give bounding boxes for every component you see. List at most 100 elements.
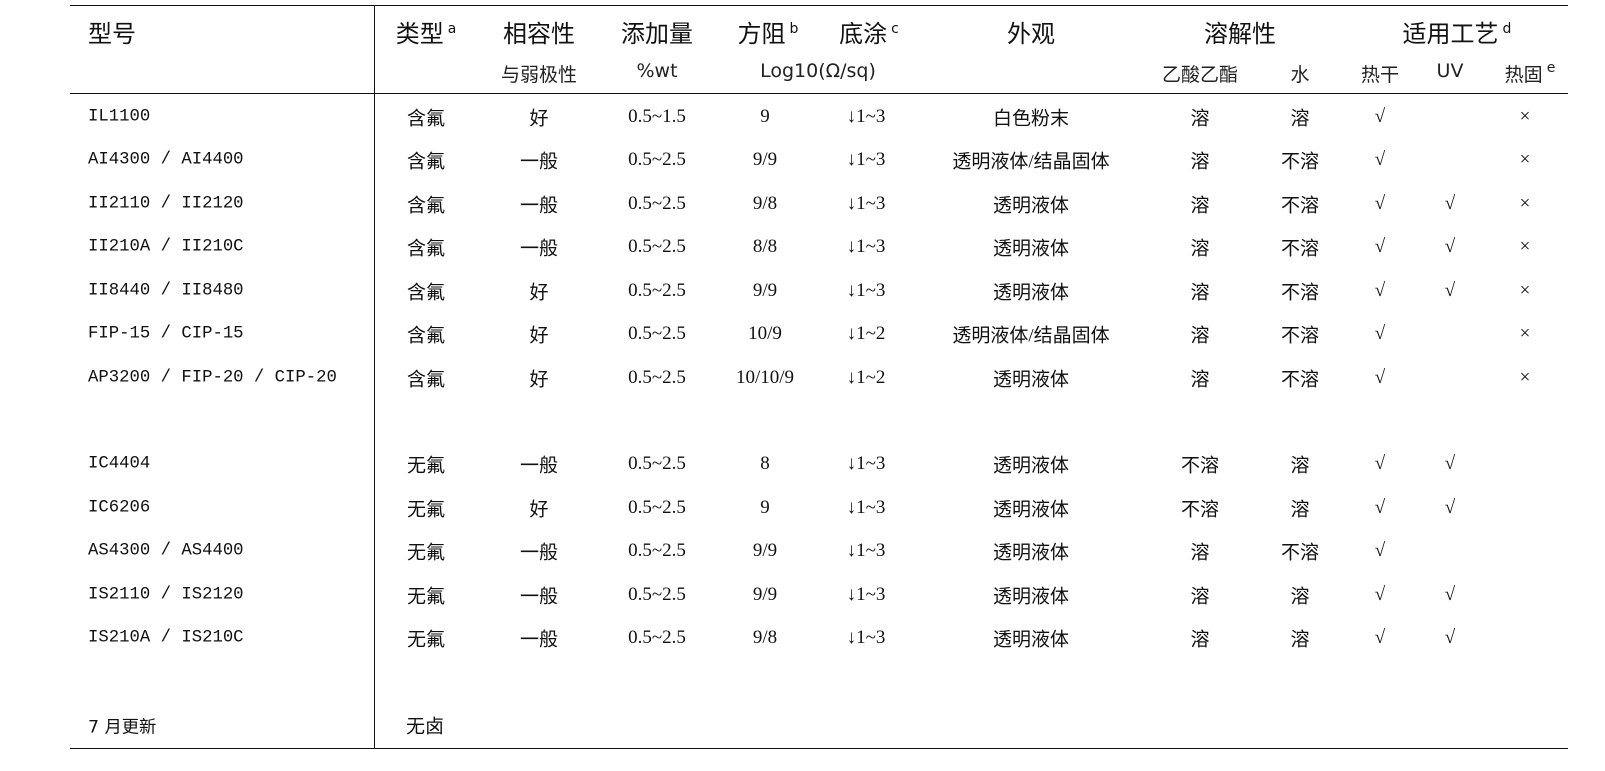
cell-proc-hotdry: √ (1374, 584, 1386, 605)
cell-sol-ester: 溶 (1190, 629, 1210, 651)
cell-proc-hotdry: √ (1374, 323, 1386, 344)
cell-model: IS210A / IS210C (88, 628, 244, 648)
cell-compat: 好 (529, 369, 549, 391)
footnote-a: a (447, 21, 457, 37)
cell-compat: 一般 (519, 455, 559, 477)
cell-model: AS4300 / AS4400 (88, 541, 244, 561)
footnote-b: b (789, 21, 799, 37)
cell-compat: 好 (529, 108, 549, 130)
header-resist-sub: Log10(Ω/sq) (760, 60, 876, 82)
cell-resist: 9/8 (752, 193, 778, 214)
cell-sol-water: 不溶 (1280, 195, 1320, 217)
cell-amount: 0.5~2.5 (628, 149, 686, 170)
cell-amount: 0.5~2.5 (628, 497, 686, 518)
cell-model: FIP-15 / CIP-15 (88, 324, 244, 344)
header-rule (70, 93, 1568, 94)
cell-base: ↓1~3 (846, 584, 886, 605)
cell-sol-water: 不溶 (1280, 238, 1320, 260)
cell-proc-uv: √ (1444, 193, 1456, 214)
header-resist: 方阻 b (738, 14, 799, 49)
cell-model: AP3200 / FIP-20 / CIP-20 (88, 368, 337, 388)
cell-resist: 8 (760, 453, 770, 474)
cell-model: AI4300 / AI4400 (88, 150, 244, 170)
header-amount: 添加量 (621, 20, 693, 48)
header-sol-water: 水 (1290, 64, 1310, 86)
cell-type: 含氟 (406, 151, 446, 173)
cell-sol-ester: 溶 (1190, 238, 1210, 260)
cell-proc-hotfix: × (1519, 367, 1531, 388)
cell-proc-hotdry: √ (1374, 193, 1386, 214)
cell-proc-hotdry: √ (1374, 149, 1386, 170)
header-base: 底涂 c (839, 14, 899, 49)
cell-sol-ester: 溶 (1190, 325, 1210, 347)
cell-proc-hotdry: √ (1374, 627, 1386, 648)
cell-compat: 一般 (519, 238, 559, 260)
cell-proc-uv: √ (1444, 584, 1456, 605)
cell-compat: 一般 (519, 151, 559, 173)
cell-base: ↓1~2 (846, 367, 886, 388)
cell-resist: 9/8 (752, 627, 778, 648)
cell-model: II210A / II210C (88, 237, 244, 257)
cell-type: 无卤 (406, 715, 445, 738)
cell-type: 含氟 (406, 238, 446, 260)
header-type-label: 类型 (395, 20, 444, 48)
cell-type: 无氟 (406, 455, 446, 477)
header-resist-label: 方阻 (737, 20, 786, 48)
cell-model: II2110 / II2120 (88, 194, 244, 214)
top-rule (70, 5, 1568, 6)
cell-sol-water: 溶 (1290, 499, 1310, 521)
cell-appearance: 白色粉末 (992, 108, 1070, 130)
cell-appearance: 透明液体 (992, 369, 1070, 391)
cell-resist: 10/9 (748, 323, 782, 344)
header-sol-ester: 乙酸乙酯 (1161, 64, 1239, 86)
cell-appearance: 透明液体 (992, 455, 1070, 477)
cell-type: 含氟 (406, 195, 446, 217)
cell-resist: 10/10/9 (735, 367, 795, 388)
cell-sol-water: 不溶 (1280, 369, 1320, 391)
cell-base: ↓1~3 (846, 627, 886, 648)
cell-amount: 0.5~2.5 (628, 453, 686, 474)
cell-amount: 0.5~2.5 (628, 193, 686, 214)
header-proc-hotdry: 热干 (1360, 64, 1400, 86)
cell-resist: 9/9 (752, 280, 778, 301)
cell-amount: 0.5~2.5 (628, 627, 686, 648)
cell-appearance: 透明液体 (992, 542, 1070, 564)
cell-model: II8440 / II8480 (88, 281, 244, 301)
cell-sol-ester: 溶 (1190, 586, 1210, 608)
cell-amount: 0.5~2.5 (628, 584, 686, 605)
cell-base: ↓1~3 (846, 106, 886, 127)
cell-proc-uv: √ (1444, 453, 1456, 474)
cell-compat: 一般 (519, 586, 559, 608)
cell-model: IL1100 (88, 107, 151, 127)
cell-appearance: 透明液体 (992, 586, 1070, 608)
cell-amount: 0.5~1.5 (628, 106, 686, 127)
footnote-e: e (1546, 60, 1556, 76)
cell-type: 含氟 (406, 282, 446, 304)
bottom-rule (70, 748, 1568, 749)
cell-sol-water: 溶 (1290, 455, 1310, 477)
cell-model: IC6206 (88, 498, 151, 518)
cell-resist: 9/9 (752, 584, 778, 605)
header-solubility: 溶解性 (1204, 20, 1276, 48)
cell-proc-hotdry: √ (1374, 280, 1386, 301)
cell-appearance: 透明液体/结晶固体 (952, 151, 1110, 173)
cell-sol-ester: 不溶 (1180, 455, 1220, 477)
cell-sol-ester: 溶 (1190, 542, 1210, 564)
footnote-c: c (891, 21, 899, 37)
cell-sol-water: 不溶 (1280, 325, 1320, 347)
header-proc-hotfix-label: 热固 (1504, 64, 1543, 86)
header-compat: 相容性 (503, 20, 575, 48)
cell-type: 无氟 (406, 629, 446, 651)
header-model: 型号 (88, 20, 136, 48)
cell-appearance: 透明液体 (992, 195, 1070, 217)
cell-sol-water: 不溶 (1280, 542, 1320, 564)
column-divider (374, 5, 375, 748)
cell-resist: 9/9 (752, 149, 778, 170)
cell-sol-water: 溶 (1290, 586, 1310, 608)
cell-appearance: 透明液体 (992, 238, 1070, 260)
cell-base: ↓1~2 (846, 323, 886, 344)
cell-compat: 好 (529, 282, 549, 304)
cell-compat: 好 (529, 499, 549, 521)
cell-resist: 8/8 (752, 236, 778, 257)
